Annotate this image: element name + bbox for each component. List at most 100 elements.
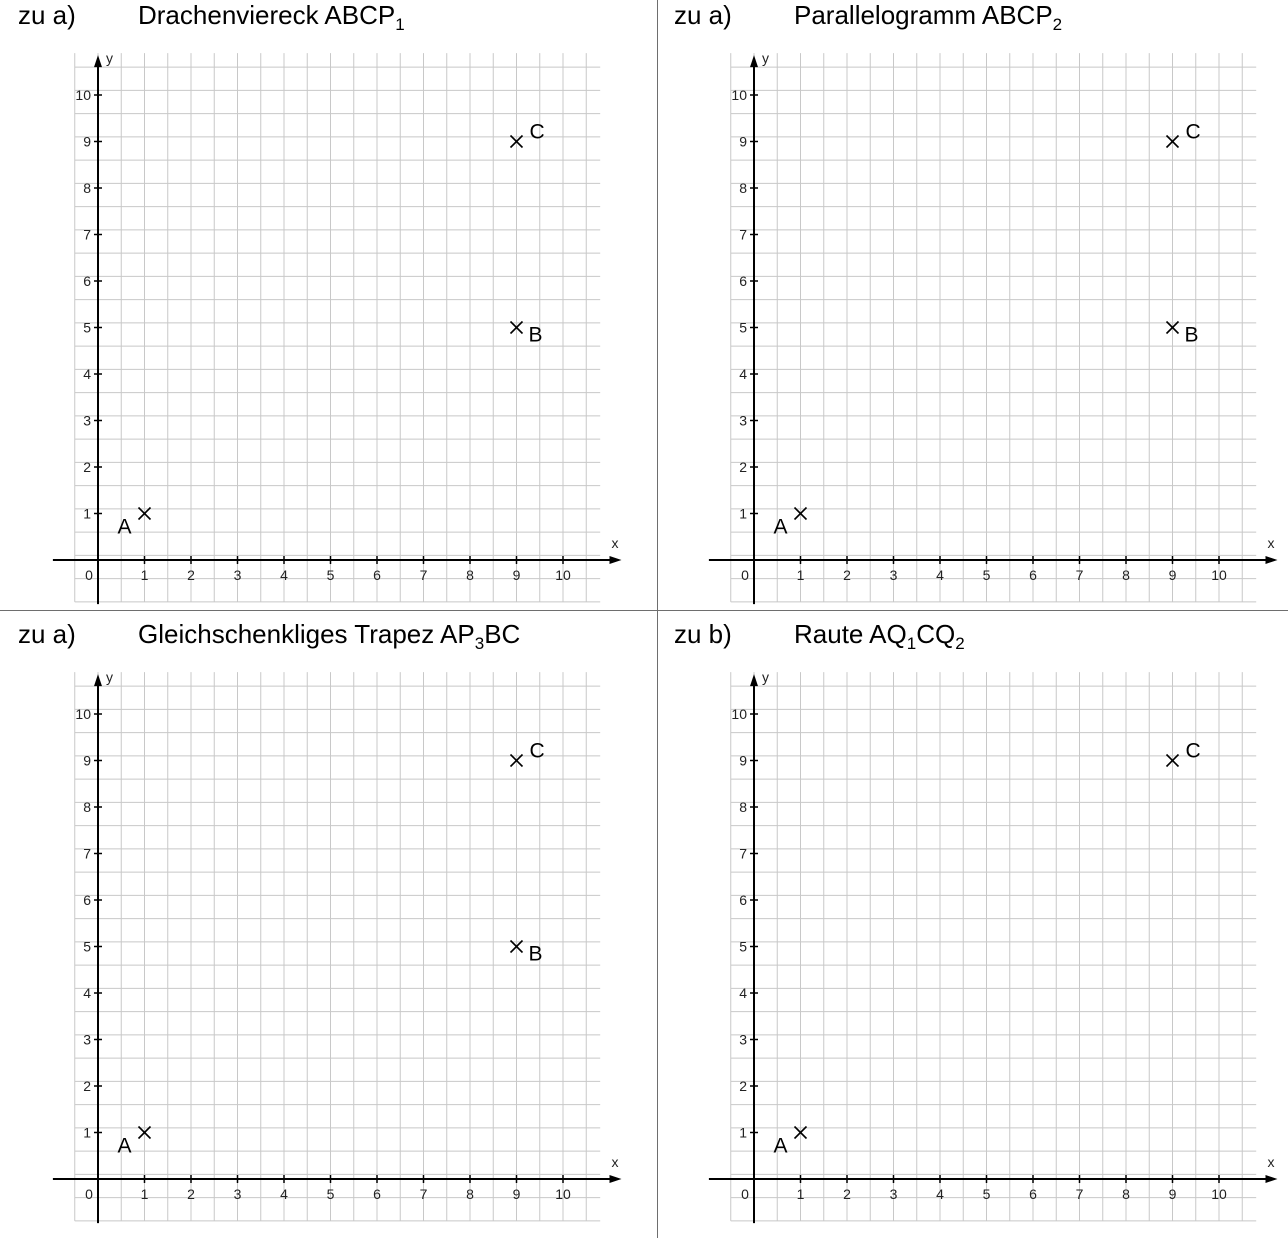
axes: 0 1 2 3 4 5 6 7 8 9 10 1 2 3 4 5 6 7 8 9 10 x y — [52, 669, 622, 1224]
title-subscript: 2 — [1052, 15, 1063, 34]
x-tick-label: 9 — [1169, 567, 1177, 583]
coordinate-plot: 0 1 2 3 4 5 6 7 8 9 10 1 2 3 4 5 6 7 8 9 10 x y A C — [708, 669, 1278, 1224]
point-label: A — [118, 1135, 132, 1158]
x-tick-label: 0 — [85, 567, 93, 583]
task-part-label: zu a) — [674, 0, 732, 30]
y-tick-label: 7 — [83, 227, 91, 243]
y-tick-label: 10 — [75, 87, 91, 103]
y-axis-name: y — [762, 669, 769, 685]
x-tick-label: 6 — [1029, 1186, 1037, 1202]
point-label: A — [774, 1135, 788, 1158]
x-tick-label: 1 — [141, 567, 149, 583]
point-c: C — [1165, 121, 1201, 149]
y-tick-label: 3 — [83, 413, 91, 429]
y-tick-label: 5 — [83, 939, 91, 955]
x-tick-label: 4 — [280, 1186, 288, 1202]
y-tick-label: 7 — [739, 846, 747, 862]
point-b: B — [1165, 320, 1199, 347]
y-tick-label: 8 — [83, 799, 91, 815]
y-tick-label: 8 — [83, 180, 91, 196]
x-tick-label: 7 — [420, 567, 428, 583]
x-axis-arrow-icon — [609, 556, 622, 564]
x-axis-name: x — [1268, 1154, 1275, 1170]
y-tick-label: 9 — [739, 753, 747, 769]
y-tick-label: 8 — [739, 799, 747, 815]
coordinate-plot: 0 1 2 3 4 5 6 7 8 9 10 1 2 3 4 5 6 7 8 9 10 x y A B C — [52, 669, 622, 1224]
panel-title: Parallelogramm ABCP2 — [794, 0, 1063, 34]
grid — [74, 672, 601, 1222]
y-tick-label: 2 — [739, 459, 747, 475]
panel-header: zu b) Raute AQ1CQ2 — [656, 619, 1288, 659]
cross-marker-icon — [793, 506, 808, 521]
vertical-divider — [657, 0, 658, 1238]
title-main: Gleichschenkliges Trapez AP — [138, 619, 475, 649]
axes: 0 1 2 3 4 5 6 7 8 9 10 1 2 3 4 5 6 7 8 9 10 x y — [52, 50, 622, 605]
cross-marker-icon — [1165, 320, 1180, 335]
y-tick-label: 4 — [83, 366, 91, 382]
x-tick-label: 3 — [234, 1186, 242, 1202]
y-tick-label: 8 — [739, 180, 747, 196]
panel-title: Drachenviereck ABCP1 — [138, 0, 405, 34]
x-tick-label: 2 — [843, 567, 851, 583]
point-label: C — [1186, 740, 1201, 763]
point-b: B — [509, 320, 543, 347]
y-tick-label: 4 — [739, 366, 747, 382]
x-tick-label: 9 — [513, 567, 521, 583]
y-axis-arrow-icon — [750, 674, 758, 687]
y-tick-label: 2 — [83, 1078, 91, 1094]
x-tick-label: 3 — [890, 567, 898, 583]
point-a: A — [774, 1125, 808, 1158]
x-axis-name: x — [612, 1154, 619, 1170]
title-subscript: 1 — [395, 15, 405, 34]
coordinate-plot: 0 1 2 3 4 5 6 7 8 9 10 1 2 3 4 5 6 7 8 9 10 x y A B C — [52, 50, 622, 605]
y-tick-label: 7 — [83, 846, 91, 862]
x-tick-label: 8 — [1122, 567, 1130, 583]
title-main: Raute AQ — [794, 619, 907, 649]
y-axis-name: y — [106, 50, 113, 66]
x-tick-label: 0 — [85, 1186, 93, 1202]
y-tick-label: 5 — [739, 939, 747, 955]
panel-raute: zu b) Raute AQ1CQ2 0 1 2 3 4 5 6 7 8 9 10 1 2 3 4 5 6 7 8 9… — [656, 619, 1288, 1238]
point-label: C — [530, 740, 545, 763]
y-tick-label: 6 — [83, 892, 91, 908]
point-a: A — [118, 506, 152, 539]
y-tick-label: 3 — [739, 1032, 747, 1048]
panel-title: Raute AQ1CQ2 — [794, 619, 965, 652]
x-tick-label: 1 — [797, 567, 805, 583]
point-label: B — [1185, 324, 1199, 347]
x-tick-label: 0 — [741, 567, 749, 583]
point-label: A — [774, 516, 788, 539]
point-label: C — [1186, 121, 1201, 144]
x-tick-label: 8 — [466, 567, 474, 583]
grid — [730, 53, 1257, 603]
y-tick-label: 5 — [739, 320, 747, 336]
y-tick-label: 7 — [739, 227, 747, 243]
x-tick-label: 7 — [1076, 567, 1084, 583]
y-tick-label: 10 — [75, 706, 91, 722]
y-tick-label: 1 — [83, 1125, 91, 1141]
title-subscript: 3 — [474, 634, 485, 653]
title-after: BC — [484, 619, 521, 649]
x-tick-label: 5 — [327, 567, 335, 583]
panel-parallelogramm: zu a) Parallelogramm ABCP2 0 1 2 3 4 5 6 7 8 9 10 1… — [656, 0, 1288, 619]
cross-marker-icon — [509, 320, 524, 335]
x-tick-label: 5 — [983, 1186, 991, 1202]
panel-header: zu a) Parallelogramm ABCP2 — [656, 0, 1288, 40]
point-a: A — [118, 1125, 152, 1158]
title-after: CQ — [916, 619, 956, 649]
y-tick-label: 2 — [739, 1078, 747, 1094]
x-tick-label: 4 — [280, 567, 288, 583]
y-tick-label: 1 — [83, 506, 91, 522]
x-tick-label: 2 — [187, 567, 195, 583]
title-main: Drachenviereck ABCP — [138, 0, 396, 30]
x-tick-label: 10 — [1211, 1186, 1227, 1202]
y-tick-label: 6 — [83, 273, 91, 289]
y-tick-label: 6 — [739, 892, 747, 908]
cross-marker-icon — [509, 753, 524, 768]
cross-marker-icon — [1165, 753, 1180, 768]
y-axis-arrow-icon — [94, 674, 102, 687]
x-axis-arrow-icon — [1265, 1175, 1278, 1183]
x-tick-label: 4 — [936, 1186, 944, 1202]
cross-marker-icon — [509, 939, 524, 954]
task-part-label: zu a) — [18, 619, 76, 649]
